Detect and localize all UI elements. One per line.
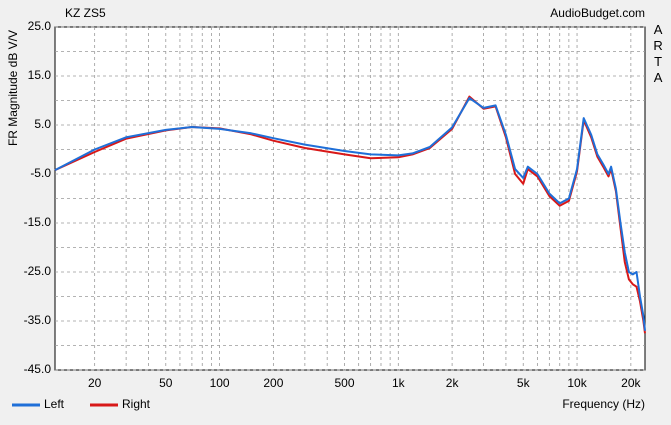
- x-tick-label: 1k: [392, 376, 406, 390]
- x-tick-label: 50: [159, 376, 173, 390]
- legend-label: Right: [122, 397, 151, 411]
- y-axis-label: FR Magnitude dB V/V: [6, 30, 20, 146]
- y-tick-label: -5.0: [30, 166, 51, 180]
- chart-title: KZ ZS5: [65, 6, 106, 20]
- y-tick-label: -15.0: [24, 215, 52, 229]
- y-tick-label: -45.0: [24, 362, 52, 376]
- legend: Left Right: [12, 397, 151, 411]
- y-tick-label: 25.0: [28, 19, 52, 33]
- x-tick-label: 20k: [621, 376, 641, 390]
- x-tick-label: 2k: [446, 376, 460, 390]
- x-tick-label: 200: [263, 376, 283, 390]
- x-tick-label: 5k: [517, 376, 531, 390]
- y-tick-label: -35.0: [24, 313, 52, 327]
- grid: 25.0 15.0 5.0 -5.0 -15.0 -25.0 -35.0 -45.0 20 50 1…: [24, 19, 645, 390]
- x-tick-label: 500: [334, 376, 354, 390]
- x-tick-label: 100: [210, 376, 230, 390]
- y-tick-label: -25.0: [24, 264, 52, 278]
- lines: [54, 95, 646, 334]
- x-tick-label: 10k: [567, 376, 587, 390]
- series-line: [54, 97, 646, 331]
- y-tick-label: 15.0: [28, 68, 52, 82]
- x-tick-label: 20: [88, 376, 102, 390]
- x-axis-label: Frequency (Hz): [562, 397, 645, 411]
- legend-label: Left: [44, 397, 65, 411]
- y-tick-label: 5.0: [34, 117, 51, 131]
- brand-label: ARTA: [651, 22, 666, 86]
- source-label: AudioBudget.com: [550, 6, 645, 20]
